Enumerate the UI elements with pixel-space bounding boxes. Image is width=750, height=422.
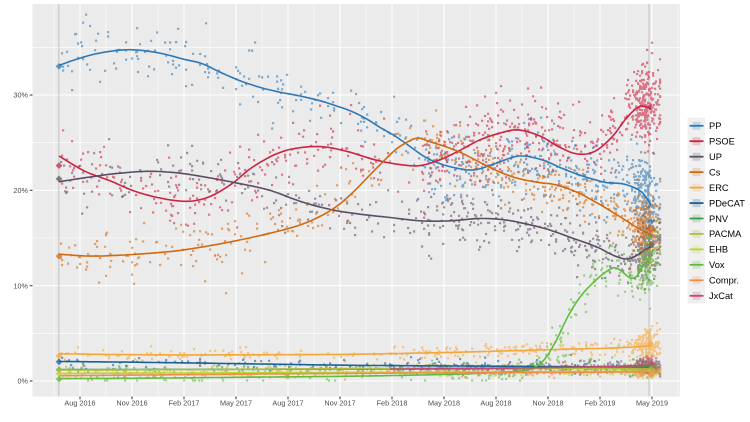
svg-text:PSOE: PSOE [709, 137, 735, 147]
svg-text:Aug 2017: Aug 2017 [272, 398, 303, 407]
svg-text:30%: 30% [13, 91, 28, 100]
svg-text:JxCat: JxCat [709, 291, 733, 301]
svg-text:PACMA: PACMA [709, 229, 742, 239]
svg-text:May 2017: May 2017 [220, 398, 252, 407]
svg-text:Compr.: Compr. [709, 276, 739, 286]
svg-text:Aug 2016: Aug 2016 [64, 398, 95, 407]
svg-text:Aug 2018: Aug 2018 [480, 398, 511, 407]
svg-text:May 2018: May 2018 [428, 398, 460, 407]
svg-text:ERC: ERC [709, 183, 729, 193]
svg-text:Feb 2017: Feb 2017 [169, 398, 200, 407]
svg-text:Nov 2018: Nov 2018 [532, 398, 563, 407]
svg-text:Feb 2018: Feb 2018 [377, 398, 408, 407]
svg-text:Nov 2017: Nov 2017 [324, 398, 355, 407]
svg-text:20%: 20% [13, 186, 28, 195]
svg-text:0%: 0% [17, 377, 28, 386]
svg-text:PP: PP [709, 121, 721, 131]
svg-text:EHB: EHB [709, 245, 728, 255]
svg-text:PNV: PNV [709, 214, 729, 224]
svg-text:10%: 10% [13, 281, 28, 290]
svg-text:Nov 2016: Nov 2016 [116, 398, 147, 407]
svg-text:PDeCAT: PDeCAT [709, 198, 745, 208]
svg-text:Feb 2019: Feb 2019 [585, 398, 616, 407]
svg-text:Cs: Cs [709, 167, 721, 177]
svg-text:UP: UP [709, 152, 722, 162]
svg-text:May 2019: May 2019 [636, 398, 668, 407]
svg-text:Vox: Vox [709, 260, 725, 270]
